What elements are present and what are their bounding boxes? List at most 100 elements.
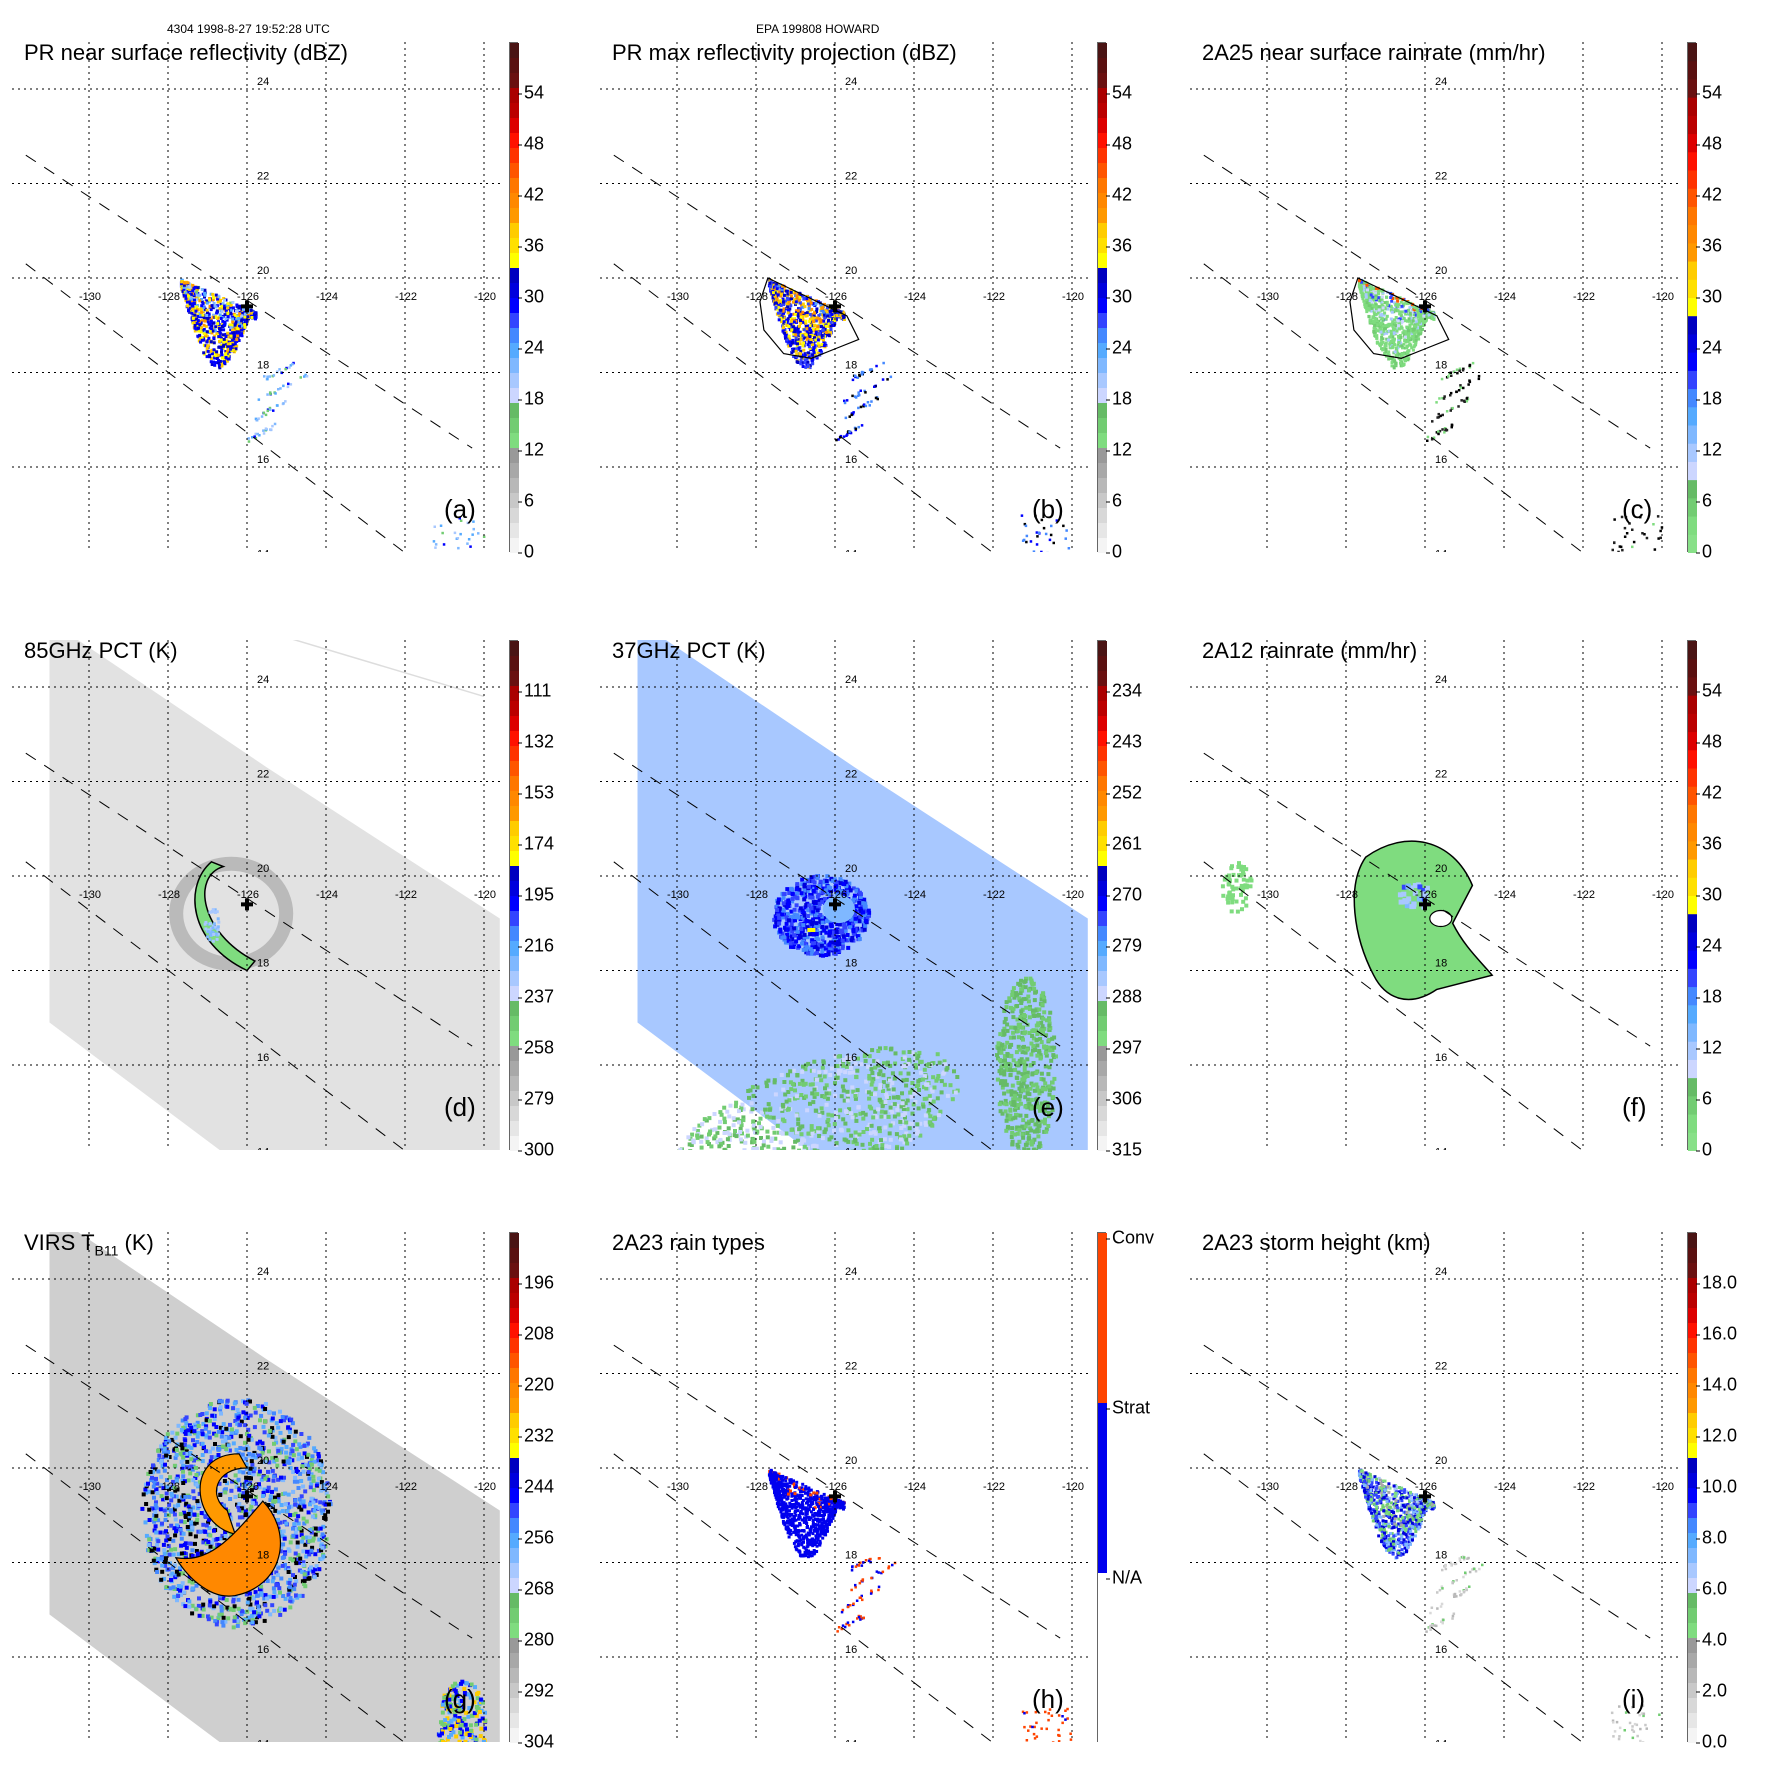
- colorbar-segment: [510, 523, 519, 539]
- coast-line: [200, 640, 484, 696]
- lat-tick-label: 20: [1435, 1455, 1447, 1467]
- colorbar-tick-label: 306: [1112, 1089, 1142, 1110]
- lat-tick-label: 24: [1435, 76, 1447, 88]
- colorbar-segment: [510, 298, 519, 314]
- colorbar-segment: [1098, 656, 1107, 672]
- colorbar-segment: [1688, 932, 1697, 951]
- lon-tick-label: -130: [667, 889, 689, 901]
- lat-tick-label: 22: [845, 1361, 857, 1373]
- colorbar: [509, 1232, 518, 1742]
- lat-tick-label: 24: [845, 1266, 857, 1278]
- map-plot: -130-128-126-124-122-120242220181614: [12, 42, 502, 552]
- colorbar-segment: [510, 1623, 519, 1639]
- lat-tick-label: 14: [1435, 1147, 1447, 1151]
- panel-title: 2A23 rain types: [612, 1230, 765, 1256]
- colorbar-segment: [510, 343, 519, 359]
- colorbar-category-label: Conv: [1112, 1228, 1154, 1249]
- colorbar-tick-label: 4.0: [1702, 1630, 1727, 1651]
- colorbar-tick-label: 279: [524, 1089, 554, 1110]
- colorbar-segment: [1688, 805, 1697, 824]
- colorbar-tick-label: 2.0: [1702, 1681, 1727, 1702]
- colorbar-tick-label: 48: [1702, 732, 1722, 753]
- colorbar-segment: [510, 403, 519, 419]
- lon-tick-label: -122: [1573, 291, 1595, 303]
- colorbar-segment: [510, 508, 519, 524]
- colorbar-segment: [1098, 373, 1107, 389]
- colorbar-segment: [1098, 851, 1107, 867]
- colorbar: [1097, 1232, 1106, 1742]
- colorbar: [509, 42, 518, 552]
- colorbar-segment: [510, 671, 519, 687]
- lat-tick-label: 14: [845, 549, 857, 553]
- colorbar-segment: [510, 1728, 519, 1743]
- colorbar-segment: [1098, 1076, 1107, 1092]
- colorbar-segment: [1098, 641, 1107, 657]
- colorbar-segment: [1098, 911, 1107, 927]
- lat-tick-label: 22: [257, 769, 269, 781]
- colorbar-segment: [1098, 716, 1107, 732]
- lat-tick-label: 18: [257, 1550, 269, 1562]
- colorbar-segment: [1688, 171, 1697, 190]
- colorbar-segment: [1098, 298, 1107, 314]
- colorbar-tick-label: 153: [524, 783, 554, 804]
- lon-tick-label: -124: [316, 889, 338, 901]
- graticule: -130-128-126-124-122-120242220181614: [1190, 640, 1680, 1150]
- colorbar-tick-label: 232: [524, 1426, 554, 1447]
- colorbar-segment: [1688, 207, 1697, 226]
- colorbar-segment: [510, 1278, 519, 1294]
- colorbar-tick-label: 279: [1112, 936, 1142, 957]
- colorbar-tick-label: 6: [524, 491, 534, 512]
- colorbar-tick-label: 54: [524, 83, 544, 104]
- colorbar-segment: [1688, 677, 1697, 696]
- colorbar-segment: [1688, 696, 1697, 715]
- ssmi-rain-area: [1354, 841, 1492, 999]
- colorbar-segment: [510, 1293, 519, 1309]
- panel-i: -130-128-126-124-122-1202422201816142A23…: [1190, 1232, 1771, 1792]
- colorbar-tick-label: 12: [1702, 440, 1722, 461]
- colorbar-segment: [1688, 787, 1697, 806]
- colorbar-segment: [510, 73, 519, 89]
- lat-tick-label: 22: [1435, 171, 1447, 183]
- colorbar-segment: [510, 656, 519, 672]
- colorbar-segment: [1098, 403, 1107, 419]
- lon-tick-label: -120: [474, 291, 496, 303]
- panel-title: PR near surface reflectivity (dBZ): [24, 40, 348, 66]
- colorbar-tick-label: 10.0: [1702, 1477, 1737, 1498]
- colorbar-tick-label: 12.0: [1702, 1426, 1737, 1447]
- map-canvas: -130-128-126-124-122-120242220181614: [600, 640, 1090, 1150]
- colorbar-tick-label: 288: [1112, 987, 1142, 1008]
- lon-tick-label: -130: [1257, 1481, 1279, 1493]
- colorbar-tick-label: 36: [1702, 834, 1722, 855]
- colorbar-segment: [510, 1061, 519, 1077]
- colorbar-segment: [510, 148, 519, 164]
- colorbar-segment: [510, 1503, 519, 1519]
- colorbar-segment: [1688, 1413, 1697, 1429]
- panel-b: -130-128-126-124-122-120242220181614PR m…: [600, 42, 1190, 602]
- graticule: -130-128-126-124-122-120242220181614: [1190, 42, 1680, 552]
- colorbar-segment: [510, 223, 519, 239]
- colorbar-segment: [1688, 1353, 1697, 1369]
- colorbar-segment: [510, 1263, 519, 1279]
- lat-tick-label: 24: [1435, 1266, 1447, 1278]
- colorbar-segment: [510, 1668, 519, 1684]
- colorbar-tick-label: 54: [1702, 83, 1722, 104]
- lon-tick-label: -130: [1257, 889, 1279, 901]
- lon-tick-label: -120: [474, 1481, 496, 1493]
- panel-letter: (h): [1032, 1684, 1064, 1715]
- map-canvas: -130-128-126-124-122-120242220181614: [12, 1232, 502, 1742]
- colorbar-segment: [1688, 61, 1697, 80]
- lon-tick-label: -120: [1062, 291, 1084, 303]
- colorbar-segment: [1688, 1248, 1697, 1264]
- colorbar-segment: [1098, 268, 1107, 284]
- colorbar-segment: [1688, 316, 1697, 335]
- lat-tick-label: 14: [1435, 549, 1447, 553]
- rain-west-band: [1221, 861, 1254, 914]
- colorbar-segment: [1098, 1121, 1107, 1137]
- colorbar-segment: [1098, 208, 1107, 224]
- lat-tick-label: 16: [845, 454, 857, 466]
- colorbar-segment: [1098, 388, 1107, 404]
- map-plot: -130-128-126-124-122-120242220181614: [12, 1232, 502, 1742]
- map-canvas: -130-128-126-124-122-120242220181614: [600, 1232, 1090, 1742]
- map-plot: -130-128-126-124-122-120242220181614: [600, 42, 1090, 552]
- panel-d: -130-128-126-124-122-12024222018161485GH…: [12, 640, 602, 1200]
